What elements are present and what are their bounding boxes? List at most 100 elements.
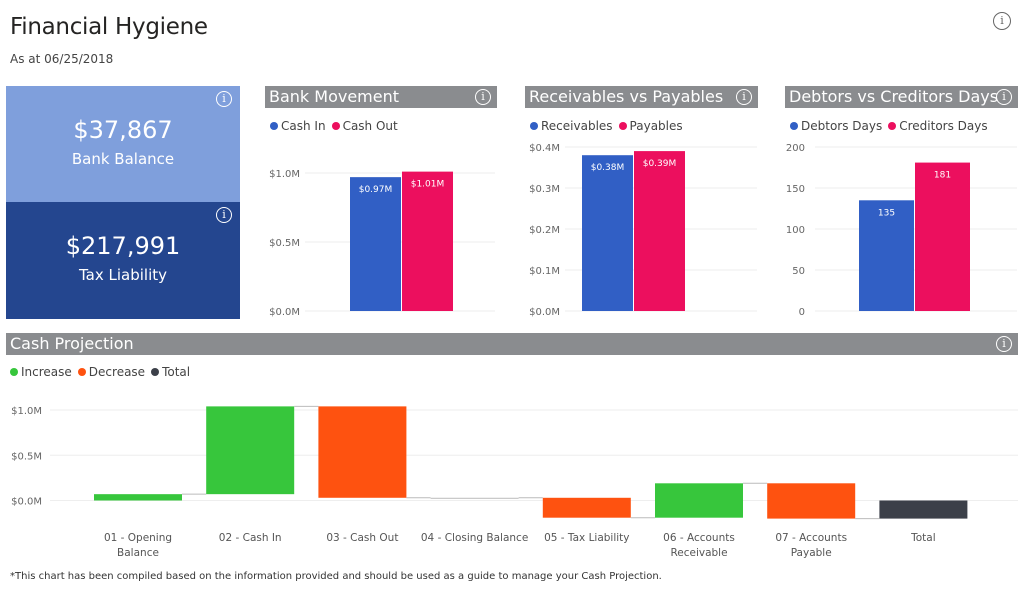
y-tick-label: $0.5M (11, 451, 42, 462)
chart-title: Bank Movement (269, 87, 400, 106)
info-icon[interactable]: i (996, 89, 1012, 105)
legend-item[interactable]: Receivables (530, 119, 613, 133)
chart-title: Receivables vs Payables (529, 87, 724, 106)
kpi-label: Bank Balance (71, 150, 175, 168)
waterfall-bar (767, 483, 856, 519)
data-label: $0.39M (643, 159, 677, 169)
legend-item[interactable]: Creditors Days (888, 119, 988, 133)
chart-title: Cash Projection (10, 334, 134, 353)
y-tick-label: 50 (792, 266, 805, 277)
y-tick-label: $0.0M (529, 307, 560, 318)
x-tick-label: 02 - Cash In (219, 532, 282, 544)
receivables-legend: Receivables Payables (530, 119, 683, 133)
x-tick-label: 06 - Accounts (663, 532, 735, 544)
y-tick-label: 100 (786, 225, 805, 236)
y-tick-label: $1.0M (11, 406, 42, 417)
kpi-value: $217,991 (65, 232, 181, 260)
waterfall-bar (206, 406, 295, 495)
legend-dot (618, 122, 627, 130)
x-tick-label: 03 - Cash Out (326, 532, 398, 544)
cash-projection-header: Cash Projection i (6, 333, 1018, 355)
waterfall-bar (655, 483, 743, 518)
legend-label: Total (162, 365, 191, 379)
waterfall-bar (94, 494, 182, 501)
data-label: 135 (878, 208, 895, 218)
waterfall-bar (430, 497, 519, 499)
y-tick-label: $0.0M (269, 307, 300, 318)
cash-projection-chart: $0.0M $0.5M $1.0M 01 - Opening Balance 02 - C… (11, 405, 1018, 559)
data-label: $1.01M (411, 180, 445, 190)
data-label: 181 (934, 171, 951, 181)
days-legend: Debtors Days Creditors Days (790, 119, 988, 133)
bar-creditors-days (915, 162, 970, 311)
kpi-bank-balance: i $37,867 Bank Balance (6, 86, 240, 202)
y-tick-label: $0.3M (529, 184, 560, 195)
info-icon[interactable]: i (993, 12, 1011, 30)
bar-cash-in (350, 177, 401, 311)
legend-dot (790, 122, 798, 130)
bank-movement-header: Bank Movement i (265, 86, 497, 108)
legend-item[interactable]: Decrease (77, 365, 145, 379)
bank-legend: Cash In Cash Out (270, 119, 398, 133)
legend-dot (10, 368, 18, 376)
kpi-label: Tax Liability (78, 266, 167, 284)
y-tick-label: 150 (786, 184, 805, 195)
x-tick-label: 04 - Closing Balance (421, 532, 528, 544)
legend-label: Cash Out (342, 119, 398, 133)
x-tick-label: Receivable (670, 547, 727, 559)
legend-dot (331, 122, 340, 130)
x-tick-label: Total (910, 532, 936, 544)
cash-legend: Increase Decrease Total (10, 365, 190, 379)
info-icon[interactable]: i (736, 89, 752, 105)
legend-label: Creditors Days (899, 119, 988, 133)
bar-payables (634, 151, 685, 311)
bar-cash-out (402, 171, 453, 311)
y-tick-label: $0.0M (11, 497, 42, 508)
x-tick-label: 01 - Opening (104, 532, 172, 544)
kpi-value: $37,867 (73, 116, 173, 144)
info-icon[interactable]: i (996, 336, 1012, 352)
bar-debtors-days (859, 200, 914, 311)
legend-dot (888, 122, 897, 130)
receivables-header: Receivables vs Payables i (525, 86, 758, 108)
y-tick-label: 0 (799, 307, 805, 318)
info-icon[interactable]: i (475, 89, 491, 105)
data-label: $0.97M (359, 185, 393, 195)
y-tick-label: $0.4M (529, 143, 560, 154)
x-tick-label: Payable (791, 547, 832, 559)
legend-label: Debtors Days (801, 119, 883, 133)
legend-dot (270, 122, 278, 130)
legend-item[interactable]: Cash In (270, 119, 326, 133)
legend-label: Cash In (281, 119, 326, 133)
bank-movement-chart: $0.0M $0.5M $1.0M $0.97M $1.01M (269, 169, 495, 318)
chart-title: Debtors vs Creditors Days (789, 87, 999, 106)
legend-label: Increase (21, 365, 72, 379)
legend-item[interactable]: Debtors Days (790, 119, 882, 133)
x-tick-label: Balance (117, 547, 159, 559)
days-header: Debtors vs Creditors Days i (785, 86, 1018, 108)
y-tick-label: $0.5M (269, 238, 300, 249)
x-tick-label: 05 - Tax Liability (544, 532, 629, 544)
legend-item[interactable]: Increase (10, 365, 72, 379)
legend-item[interactable]: Payables (618, 119, 683, 133)
waterfall-bar (318, 406, 407, 498)
days-chart: 0 50 100 150 200 135 181 (786, 143, 1017, 318)
data-label: $0.38M (591, 163, 625, 173)
page-title: Financial Hygiene (10, 14, 208, 40)
y-tick-label: 200 (786, 143, 805, 154)
receivables-chart: $0.0M $0.1M $0.2M $0.3M $0.4M $0.38M $0.39M (529, 143, 757, 318)
x-tick-label: 07 - Accounts (775, 532, 847, 544)
legend-item[interactable]: Total (151, 365, 190, 379)
legend-item[interactable]: Cash Out (331, 119, 398, 133)
info-icon[interactable]: i (216, 91, 232, 107)
info-icon[interactable]: i (216, 207, 232, 223)
as-at-date: As at 06/25/2018 (10, 52, 114, 66)
waterfall-bar (542, 497, 631, 518)
legend-label: Receivables (541, 119, 613, 133)
y-tick-label: $1.0M (269, 169, 300, 180)
y-tick-label: $0.2M (529, 225, 560, 236)
kpi-tax-liability: i $217,991 Tax Liability (6, 202, 240, 319)
legend-dot (530, 122, 538, 130)
legend-dot (151, 368, 160, 376)
bar-receivables (582, 155, 633, 311)
